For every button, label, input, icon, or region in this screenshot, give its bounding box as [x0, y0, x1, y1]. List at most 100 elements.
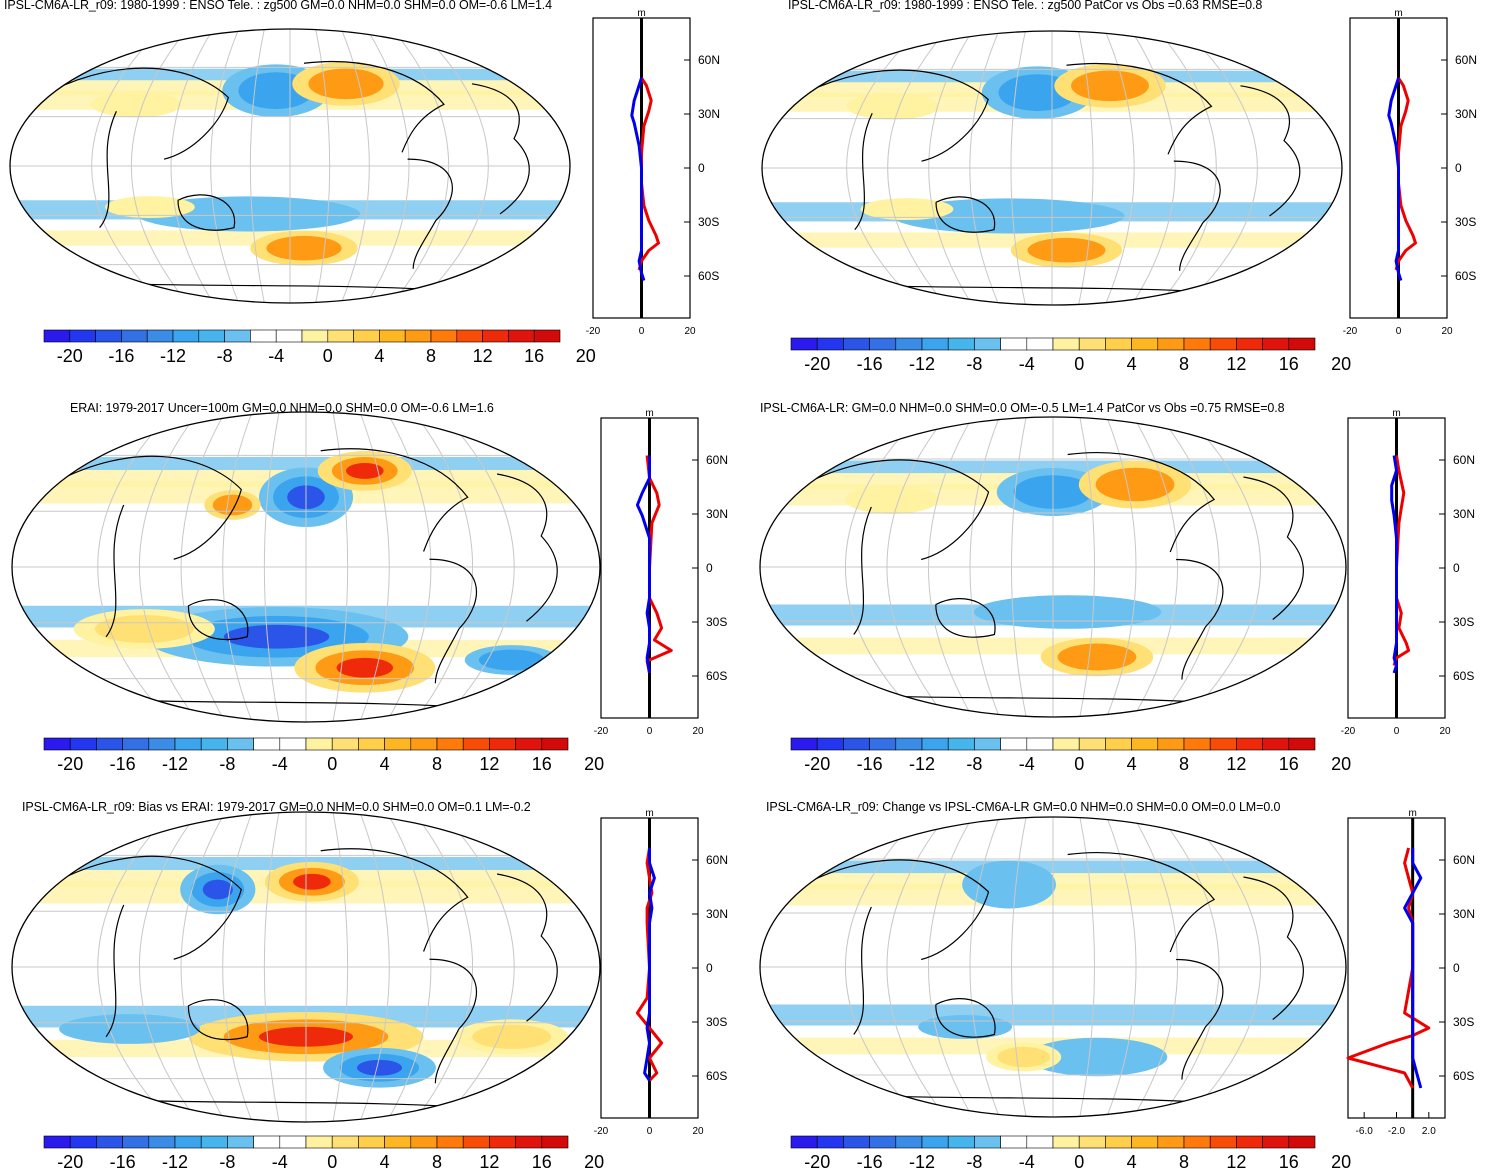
coastline	[320, 848, 469, 952]
colorbar-swatch	[1157, 1135, 1185, 1149]
colorbar-swatch	[515, 1135, 543, 1149]
map-field	[760, 417, 1346, 717]
colorbar-label: 16	[532, 1152, 552, 1169]
gridline-lon	[969, 817, 1000, 1117]
colorbar-swatch	[1105, 737, 1132, 751]
colorbar-swatch	[353, 329, 380, 343]
colorbar-swatch	[1000, 1135, 1028, 1149]
gridline-lon	[359, 412, 390, 722]
colorbar-swatch	[1131, 1135, 1159, 1149]
gridline-lon	[91, 29, 163, 303]
panel-3: 60N 30N 0 30S 60S -20 0 20 m -20 -16 -12 -8 -4 0 4 8 12 16…	[11, 408, 728, 774]
colorbar-swatch	[358, 737, 385, 751]
colorbar-swatch	[1157, 737, 1185, 751]
gridline-lon	[340, 29, 370, 303]
colorbar-swatch	[410, 737, 438, 751]
gridline-lon	[1010, 417, 1027, 717]
colorbar-swatch	[1078, 337, 1106, 351]
gridline-lon	[222, 812, 253, 1122]
x-tick-label: 0	[647, 1126, 653, 1137]
colorbar-label: 4	[380, 754, 390, 774]
gridline-lon	[263, 812, 280, 1122]
colorbar-swatch	[869, 737, 897, 751]
x-tick-label: -20	[1341, 726, 1356, 737]
colorbar-swatch	[895, 337, 923, 351]
colorbar-swatch	[947, 1135, 975, 1149]
colorbar-swatch	[489, 1135, 516, 1149]
coastline	[805, 69, 989, 162]
colorbar-swatch	[1236, 337, 1263, 351]
colorbar-label: -4	[272, 754, 288, 774]
lat-label: 0	[1453, 961, 1460, 975]
colorbar-swatch	[122, 1135, 150, 1149]
colorbar-swatch	[121, 329, 148, 343]
colorbar-swatch	[327, 329, 354, 343]
map-border	[759, 416, 1347, 718]
colorbar-swatch	[816, 337, 844, 351]
colorbar-swatch	[1288, 1135, 1316, 1149]
gridline-lon	[928, 417, 973, 717]
coastline	[99, 110, 117, 229]
x-tick-label: 0	[639, 326, 645, 337]
gridline-lon	[315, 29, 331, 303]
coastline	[187, 999, 249, 1041]
colorbar-label: 8	[426, 346, 436, 366]
colorbar-swatch	[843, 1135, 870, 1149]
field-anomaly	[105, 196, 195, 219]
x-tick-label: -20	[1343, 326, 1358, 337]
coastline	[1240, 85, 1301, 217]
colorbar-swatch	[96, 1135, 123, 1149]
colorbar-swatch	[43, 1135, 71, 1149]
colorbar-swatch	[541, 737, 569, 751]
colorbar-swatch	[541, 1135, 569, 1149]
colorbar-swatch	[275, 329, 303, 343]
colorbar-swatch	[331, 1135, 359, 1149]
colorbar-label: -16	[857, 1152, 883, 1169]
lat-label: 30S	[1453, 615, 1474, 629]
colorbar-label: -4	[1019, 754, 1035, 774]
colorbar-swatch	[279, 737, 307, 751]
colorbar-swatch	[122, 737, 150, 751]
colorbar-label: -12	[162, 1152, 188, 1169]
colorbar-swatch	[250, 329, 277, 343]
colorbar-label: -8	[966, 754, 982, 774]
gridline-lon	[392, 29, 450, 303]
map-border	[9, 28, 571, 304]
colorbar-label: 4	[1127, 1152, 1137, 1169]
colorbar-label: 12	[1226, 354, 1246, 374]
coastline	[55, 855, 242, 960]
coastline	[55, 455, 242, 560]
lat-label: 0	[706, 561, 713, 575]
colorbar-swatch	[462, 1135, 490, 1149]
x-tick-label: 2.0	[1422, 1126, 1436, 1137]
coastline	[935, 196, 996, 233]
profile-line-blue	[643, 848, 656, 1082]
colorbar-swatch	[1052, 1135, 1080, 1149]
lat-label: 30S	[1455, 215, 1476, 229]
gridline-lon	[1160, 817, 1220, 1117]
gridline-lon	[222, 412, 253, 722]
lat-label: 30N	[1453, 507, 1475, 521]
x-tick-label: 20	[1439, 726, 1451, 737]
colorbar-swatch	[1288, 337, 1316, 351]
colorbar-label: -20	[804, 1152, 830, 1169]
colorbar-label: 0	[1074, 754, 1084, 774]
lat-label: 60S	[1455, 269, 1476, 283]
coastline	[1176, 558, 1224, 680]
colorbar-label: 12	[1226, 1152, 1246, 1169]
colorbar-swatch	[974, 1135, 1001, 1149]
colorbar-label: -12	[909, 754, 935, 774]
colorbar-swatch	[305, 737, 333, 751]
colorbar-label: -12	[909, 1152, 935, 1169]
lat-label: 60N	[1453, 853, 1475, 867]
map-field	[12, 412, 600, 722]
lat-label: 30S	[706, 615, 727, 629]
colorbar-swatch	[379, 329, 406, 343]
gridline-lon	[97, 412, 172, 722]
x-tick-label: 20	[692, 726, 704, 737]
map-field	[10, 29, 570, 303]
gridline-lon	[969, 31, 1000, 305]
colorbar-swatch	[1262, 1135, 1290, 1149]
colorbar-swatch	[947, 737, 975, 751]
colorbar-label: -12	[162, 754, 188, 774]
